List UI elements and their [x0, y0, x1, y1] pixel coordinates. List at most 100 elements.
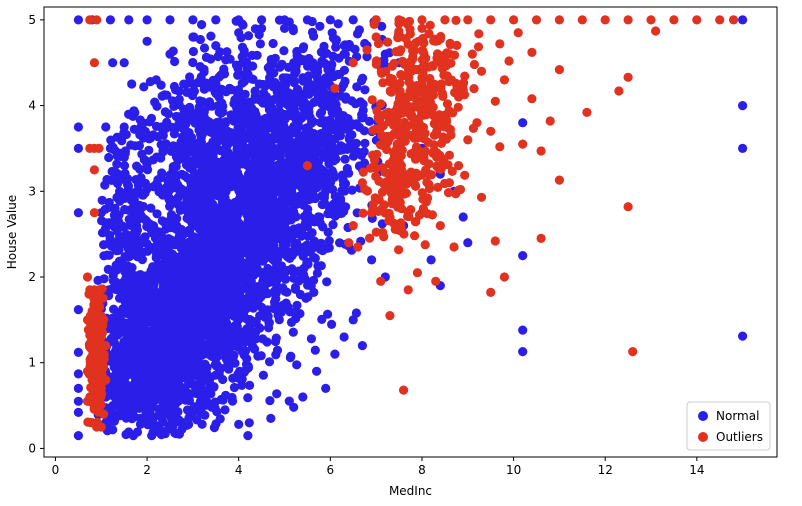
- data-point: [279, 23, 290, 33]
- data-point: [236, 33, 246, 43]
- data-point: [127, 342, 138, 352]
- data-point: [518, 139, 528, 149]
- data-point: [176, 382, 186, 392]
- data-point: [185, 326, 196, 336]
- data-point: [137, 177, 147, 187]
- data-point: [208, 224, 218, 234]
- data-point: [288, 327, 298, 337]
- data-point: [339, 332, 349, 342]
- data-point: [198, 275, 208, 285]
- data-point: [315, 212, 325, 222]
- data-point: [469, 59, 479, 70]
- data-point: [301, 99, 311, 109]
- data-point: [527, 47, 537, 58]
- data-point: [186, 78, 196, 88]
- data-point: [166, 283, 176, 293]
- data-point: [169, 253, 179, 263]
- data-point: [121, 129, 131, 140]
- data-point: [228, 373, 238, 383]
- data-point: [150, 273, 160, 284]
- data-point: [243, 431, 253, 441]
- data-point: [357, 341, 367, 351]
- data-point: [738, 15, 748, 25]
- data-point: [237, 284, 247, 294]
- data-point: [324, 243, 334, 253]
- data-point: [97, 216, 107, 226]
- data-point: [536, 146, 546, 156]
- data-point: [545, 116, 555, 126]
- data-point: [212, 170, 222, 180]
- data-point: [198, 191, 208, 201]
- data-point: [351, 308, 361, 318]
- data-point: [248, 132, 258, 142]
- data-point: [168, 46, 178, 56]
- data-point: [433, 182, 443, 192]
- data-point: [651, 26, 661, 36]
- data-point: [263, 305, 273, 315]
- data-point: [129, 106, 139, 116]
- data-point: [303, 77, 313, 87]
- data-point: [427, 210, 437, 220]
- data-point: [349, 140, 359, 150]
- data-point: [207, 309, 217, 319]
- data-point: [250, 24, 260, 34]
- data-point: [168, 295, 178, 305]
- data-point: [211, 419, 221, 429]
- data-point: [417, 23, 427, 33]
- data-point: [623, 202, 633, 212]
- data-point: [193, 77, 203, 88]
- data-point: [271, 333, 281, 343]
- data-point: [305, 213, 315, 223]
- data-point: [292, 360, 302, 370]
- data-point: [184, 204, 194, 214]
- data-point: [128, 248, 138, 258]
- data-point: [421, 53, 431, 63]
- data-point: [463, 135, 473, 145]
- data-point: [223, 198, 233, 208]
- data-point: [421, 165, 431, 175]
- data-point: [358, 73, 368, 83]
- data-point: [243, 393, 253, 403]
- data-point: [220, 405, 230, 415]
- data-point: [338, 175, 348, 185]
- data-point: [444, 106, 454, 116]
- data-point: [110, 330, 120, 340]
- data-point: [310, 253, 320, 263]
- data-point: [281, 298, 291, 308]
- data-point: [108, 284, 118, 294]
- data-point: [623, 15, 633, 25]
- data-point: [272, 389, 282, 399]
- data-point: [205, 191, 215, 201]
- data-point: [324, 180, 334, 190]
- data-point: [118, 277, 129, 287]
- data-point: [223, 337, 233, 347]
- data-point: [192, 370, 202, 380]
- data-point: [164, 314, 174, 324]
- data-point: [322, 48, 332, 58]
- data-point: [354, 122, 364, 132]
- data-point: [348, 221, 358, 231]
- data-point: [182, 292, 192, 302]
- data-point: [137, 360, 147, 370]
- data-point: [412, 268, 422, 278]
- data-point: [495, 142, 505, 152]
- data-point: [207, 329, 217, 339]
- data-point: [117, 378, 127, 388]
- data-point: [261, 113, 271, 123]
- data-point: [646, 15, 656, 25]
- data-point: [290, 241, 300, 251]
- data-point: [738, 143, 748, 153]
- data-point: [582, 107, 592, 117]
- data-point: [200, 359, 210, 369]
- data-point: [89, 208, 99, 218]
- data-point: [166, 146, 176, 156]
- data-point: [322, 277, 332, 287]
- data-point: [443, 123, 453, 133]
- data-point: [451, 15, 461, 25]
- data-point: [215, 100, 225, 110]
- data-point: [319, 151, 329, 161]
- data-point: [420, 93, 430, 103]
- data-point: [169, 129, 179, 139]
- series-layer: [73, 15, 748, 441]
- data-point: [344, 238, 354, 248]
